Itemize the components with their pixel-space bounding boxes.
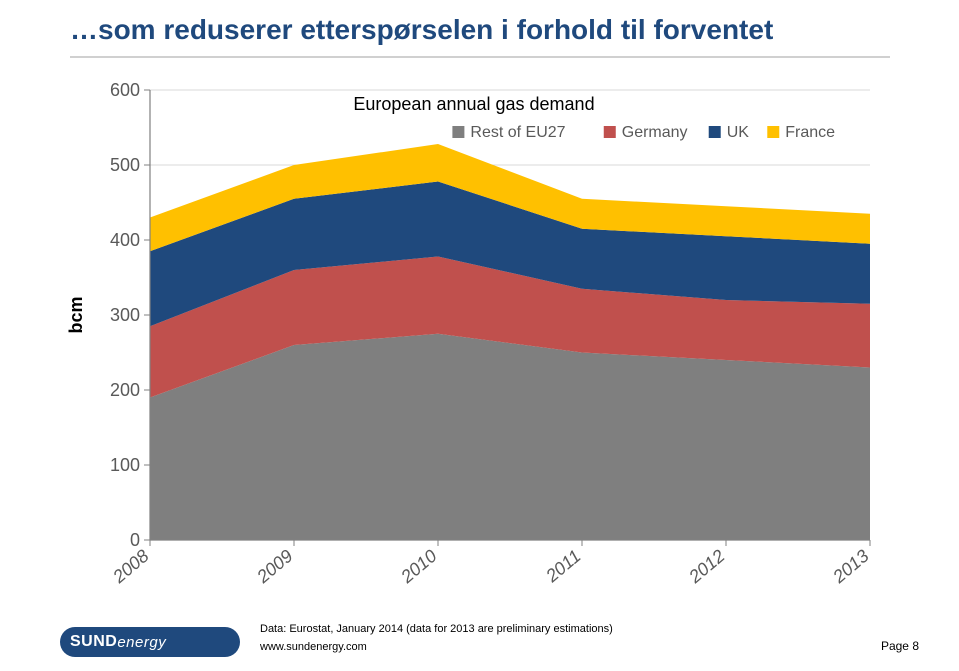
svg-text:Germany: Germany — [622, 124, 688, 141]
site-url: www.sundenergy.com — [260, 641, 367, 653]
svg-text:Rest of EU27: Rest of EU27 — [470, 124, 565, 141]
svg-text:2012: 2012 — [684, 546, 728, 588]
footer: SUND energy Data: Eurostat, January 2014… — [0, 615, 959, 671]
svg-text:500: 500 — [110, 155, 140, 175]
brand-main: SUND — [70, 633, 117, 651]
page-title: …som reduserer etterspørselen i forhold … — [70, 14, 773, 46]
svg-text:European annual gas demand: European annual gas demand — [353, 94, 594, 114]
svg-text:2009: 2009 — [252, 546, 296, 588]
svg-text:300: 300 — [110, 305, 140, 325]
svg-text:bcm: bcm — [66, 296, 86, 333]
brand-sub: energy — [117, 634, 166, 651]
slide: …som reduserer etterspørselen i forhold … — [0, 0, 959, 671]
svg-text:100: 100 — [110, 455, 140, 475]
svg-text:UK: UK — [727, 124, 750, 141]
svg-text:2013: 2013 — [828, 546, 872, 588]
svg-text:200: 200 — [110, 380, 140, 400]
page-number: Page 8 — [881, 639, 919, 653]
area-chart: 0100200300400500600200820092010201120122… — [60, 80, 890, 600]
svg-text:France: France — [785, 124, 835, 141]
svg-text:2010: 2010 — [396, 546, 440, 588]
svg-text:600: 600 — [110, 80, 140, 100]
title-divider — [70, 56, 890, 58]
chart-container: 0100200300400500600200820092010201120122… — [60, 80, 890, 600]
svg-text:2011: 2011 — [541, 546, 584, 587]
brand-logo: SUND energy — [60, 627, 240, 657]
title-text: …som reduserer etterspørselen i forhold … — [70, 14, 773, 45]
svg-text:400: 400 — [110, 230, 140, 250]
svg-text:2008: 2008 — [108, 546, 152, 588]
data-source: Data: Eurostat, January 2014 (data for 2… — [260, 623, 613, 635]
